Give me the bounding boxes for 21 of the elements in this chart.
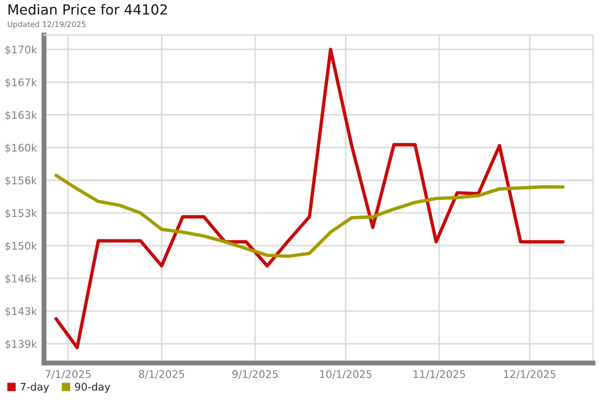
y-tick-label: $156k (5, 176, 38, 186)
legend-label: 90-day (74, 382, 110, 393)
y-tick-label: $153k (5, 208, 38, 218)
legend-label: 7-day (20, 382, 50, 393)
y-tick-label: $146k (5, 274, 38, 284)
y-tick-label: $143k (5, 307, 38, 317)
x-tick-label: 10/1/2025 (320, 370, 372, 379)
x-tick-label: 11/1/2025 (414, 370, 465, 379)
y-tick-label: $160k (5, 144, 38, 154)
x-tick-label: 8/1/2025 (138, 370, 184, 379)
x-tick-label: 9/1/2025 (232, 370, 278, 379)
y-tick-label: $170k (5, 45, 38, 55)
x-tick-label: 12/1/2025 (504, 370, 556, 379)
line-series (54, 174, 565, 258)
y-tick-label: $150k (5, 242, 38, 252)
y-tick-label: $163k (5, 110, 38, 120)
line-series (54, 48, 565, 350)
x-tick-label: 7/1/2025 (46, 370, 91, 379)
y-tick-label: $139k (5, 340, 38, 350)
chart-title: Median Price for 44102 (8, 4, 167, 15)
y-tick-label: $167k (5, 78, 38, 88)
